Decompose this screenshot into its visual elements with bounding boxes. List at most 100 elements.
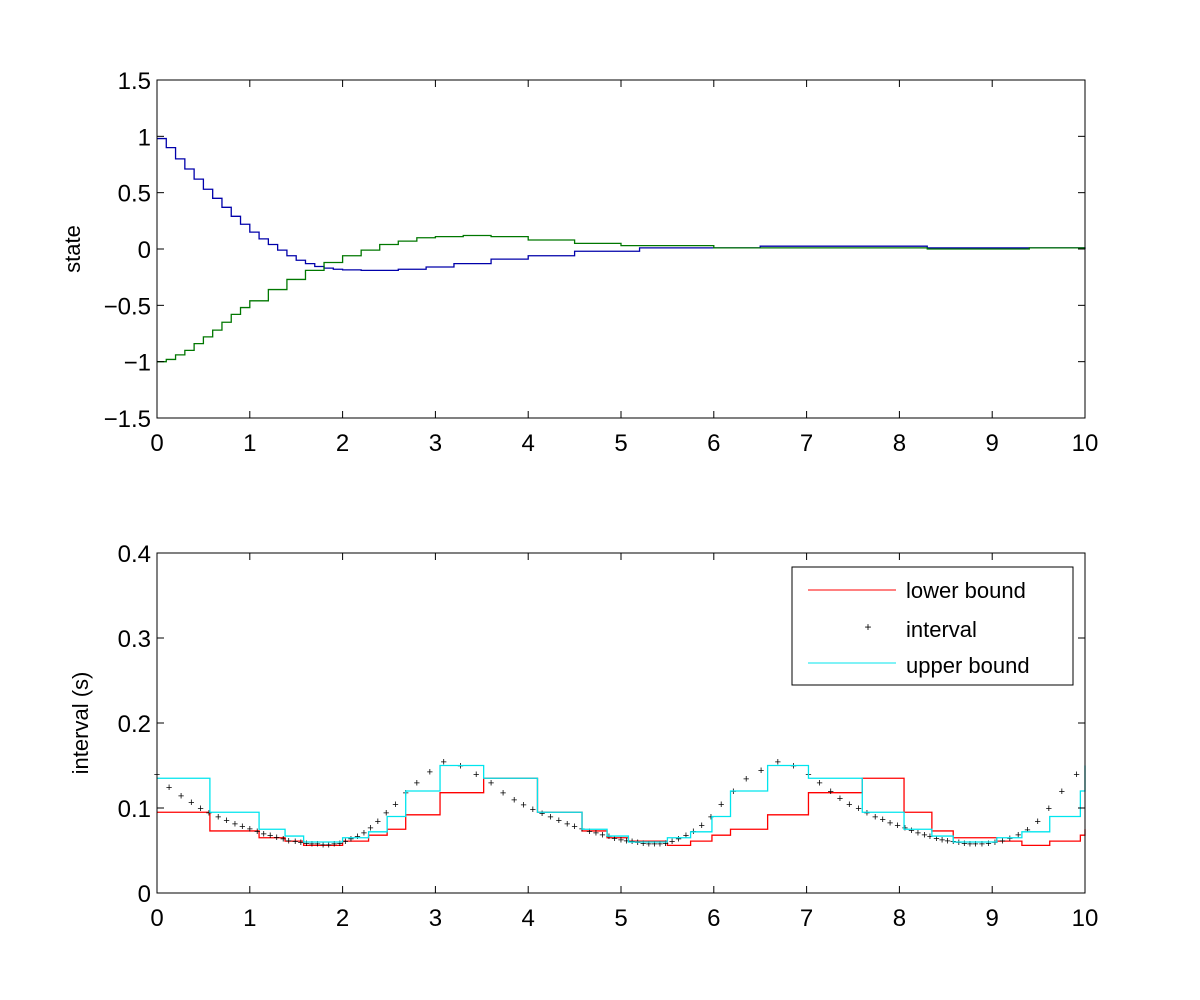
state-y-tick-label: 1.5 [118, 68, 151, 95]
interval-line-upper-bound [157, 764, 1086, 843]
interval-marker-interval: + [828, 786, 834, 798]
interval-marker-interval: + [586, 826, 592, 838]
interval-x-tick-label: 0 [150, 905, 163, 932]
interval-marker-interval: + [1007, 833, 1013, 845]
interval-marker-interval: + [790, 761, 796, 773]
interval-chart: ++++ + + + + + + + + + + + + + + + + + + + + + + + + + + ++++++++ ++… [68, 541, 1098, 932]
interval-marker-interval: + [215, 812, 221, 824]
interval-x-tick-label: 6 [707, 905, 720, 932]
interval-marker-interval: + [530, 804, 536, 816]
interval-x-tick-label: 4 [522, 905, 535, 932]
interval-marker-interval: + [985, 838, 991, 850]
interval-marker-interval: + [441, 756, 447, 768]
interval-ticks: 0 1 2 3 4 5 6 7 8 9 10 0 0.1 0.2 0.3 0.4 [118, 541, 1099, 932]
interval-x-tick-label: 1 [243, 905, 256, 932]
interval-marker-interval: + [887, 817, 893, 829]
interval-x-tick-label: 10 [1072, 905, 1099, 932]
state-x-tick-label: 6 [707, 430, 720, 457]
interval-marker-interval: + [611, 833, 617, 845]
interval-marker-interval: + [488, 778, 494, 790]
interval-marker-interval: + [414, 778, 420, 790]
interval-y-tick-label: 0.3 [118, 626, 151, 653]
interval-marker-interval: + [247, 823, 253, 835]
state-y-axis-label: state [60, 225, 85, 273]
interval-marker-interval: + [758, 765, 764, 777]
state-y-tick-label: 1 [138, 124, 151, 151]
interval-marker-interval: + [618, 834, 624, 846]
state-y-tick-label: 0.5 [118, 181, 151, 208]
interval-marker-interval: + [623, 835, 629, 847]
interval-marker-interval: + [232, 818, 238, 830]
interval-marker-interval: + [1059, 786, 1065, 798]
interval-marker-interval: + [593, 828, 599, 840]
interval-marker-interval: + [1073, 769, 1079, 781]
interval-marker-interval: + [354, 831, 360, 843]
interval-marker-interval: + [303, 838, 309, 850]
interval-marker-interval: + [927, 831, 933, 843]
interval-marker-interval: + [662, 838, 668, 850]
interval-marker-interval: + [1015, 829, 1021, 841]
interval-marker-interval: + [188, 797, 194, 809]
interval-marker-interval: + [331, 839, 337, 851]
interval-marker-interval: + [730, 786, 736, 798]
interval-marker-interval: + [640, 838, 646, 850]
interval-x-tick-label: 5 [614, 905, 627, 932]
interval-marker-interval: + [675, 834, 681, 846]
interval-marker-interval: + [775, 756, 781, 768]
interval-y-axis-label: interval (s) [68, 672, 93, 775]
interval-marker-interval: + [864, 807, 870, 819]
interval-marker-interval: + [286, 835, 292, 847]
interval-marker-interval: + [314, 839, 320, 851]
interval-marker-interval: + [571, 821, 577, 833]
interval-marker-interval: + [361, 828, 367, 840]
interval-marker-interval: + [337, 838, 343, 850]
interval-marker-interval: + [1046, 803, 1052, 815]
interval-x-tick-label: 7 [800, 905, 813, 932]
interval-marker-interval: + [292, 836, 298, 848]
interval-marker-interval: + [342, 836, 348, 848]
interval-marker-interval: + [855, 803, 861, 815]
interval-marker-interval: + [944, 835, 950, 847]
interval-marker-interval: + [972, 839, 978, 851]
interval-marker-interval: + [166, 782, 172, 794]
interval-marker-interval: + [254, 826, 260, 838]
interval-marker-interval: + [511, 795, 517, 807]
interval-marker-interval: + [902, 823, 908, 835]
state-x-tick-label: 7 [800, 430, 813, 457]
interval-x-tick-label: 2 [336, 905, 349, 932]
interval-marker-interval: + [933, 833, 939, 845]
interval-marker-interval: + [634, 837, 640, 849]
interval-marker-interval: + [669, 836, 675, 848]
interval-marker-interval: + [908, 825, 914, 837]
interval-marker-interval: + [547, 812, 553, 824]
interval-marker-interval: + [223, 815, 229, 827]
interval-marker-interval: + [261, 829, 267, 841]
interval-marker-interval: + [718, 799, 724, 811]
interval-marker-interval: + [197, 803, 203, 815]
interval-marker-interval: + [457, 761, 463, 773]
interval-marker-interval: + [1024, 824, 1030, 836]
legend-label-interval: interval [906, 617, 977, 642]
interval-marker-interval: + [979, 839, 985, 851]
legend-box [791, 566, 1074, 686]
state-ticks: 0 1 2 3 4 5 6 7 8 9 10 −1.5 −1 −0.5 0 0.5 1 1.5 [104, 68, 1099, 457]
state-line-series1 [157, 234, 1085, 363]
interval-marker-interval: + [921, 829, 927, 841]
interval-marker-interval: + [273, 832, 279, 844]
interval-marker-interval: + [967, 839, 973, 851]
interval-marker-interval: + [298, 837, 304, 849]
interval-marker-interval: + [539, 808, 545, 820]
legend: lower bound + interval upper bound [791, 566, 1074, 686]
interval-y-tick-label: 0 [138, 881, 151, 908]
interval-marker-interval: + [320, 840, 326, 852]
interval-marker-interval: + [683, 830, 689, 842]
interval-marker-interval: + [879, 814, 885, 826]
interval-marker-interval: + [699, 820, 705, 832]
interval-marker-interval: + [564, 818, 570, 830]
interval-marker-interval: + [939, 834, 945, 846]
legend-label-lower-bound: lower bound [906, 578, 1026, 603]
interval-marker-interval: + [606, 831, 612, 843]
interval-marker-interval: + [894, 820, 900, 832]
state-chart: 0 1 2 3 4 5 6 7 8 9 10 −1.5 −1 −0.5 0 0.5 1 1.5 state [60, 68, 1098, 457]
